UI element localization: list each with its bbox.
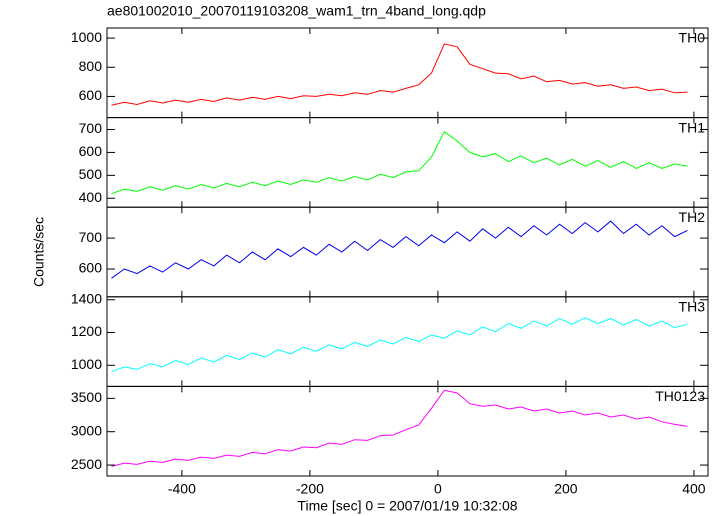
x-tick-label: -200 [296,481,324,497]
plot-frame [106,206,709,298]
x-tick-label: -400 [168,481,196,497]
y-tick-label: 600 [79,87,103,103]
y-tick-label: 2500 [71,456,102,472]
y-tick-label: 600 [79,260,103,276]
y-tick-label: 1400 [71,290,102,306]
panel-label: TH0 [679,30,706,46]
plot-frame [106,296,709,387]
plot-frame [106,385,709,477]
data-line [111,220,688,279]
y-tick-label: 1000 [71,29,102,45]
y-tick-label: 800 [79,58,103,74]
x-tick-label: 400 [682,481,706,497]
y-tick-label: 1200 [71,323,102,339]
panel-label: TH1 [679,119,706,135]
data-line [111,43,688,106]
y-tick-label: 700 [79,120,103,136]
x-tick-label: 0 [434,481,442,497]
y-tick-label: 600 [79,143,103,159]
y-tick-label: 700 [79,229,103,245]
y-tick-label: 400 [79,189,103,205]
data-line [111,317,688,373]
chart-title: ae801002010_20070119103208_wam1_trn_4ban… [107,3,486,19]
y-tick-label: 1000 [71,356,102,372]
y-tick-label: 3000 [71,422,102,438]
y-tick-label: 3500 [71,389,102,405]
data-line [111,131,688,195]
plot-frame [106,27,709,119]
panel-label: TH2 [679,209,706,225]
plot-frame [106,117,709,208]
y-axis-label: Counts/sec [31,217,47,287]
x-tick-label: 200 [554,481,578,497]
panel-label: TH3 [679,299,706,315]
panel-label: TH0123 [655,388,705,404]
y-tick-label: 500 [79,166,103,182]
data-line [111,389,688,467]
x-axis-label: Time [sec] 0 = 2007/01/19 10:32:08 [297,498,517,514]
